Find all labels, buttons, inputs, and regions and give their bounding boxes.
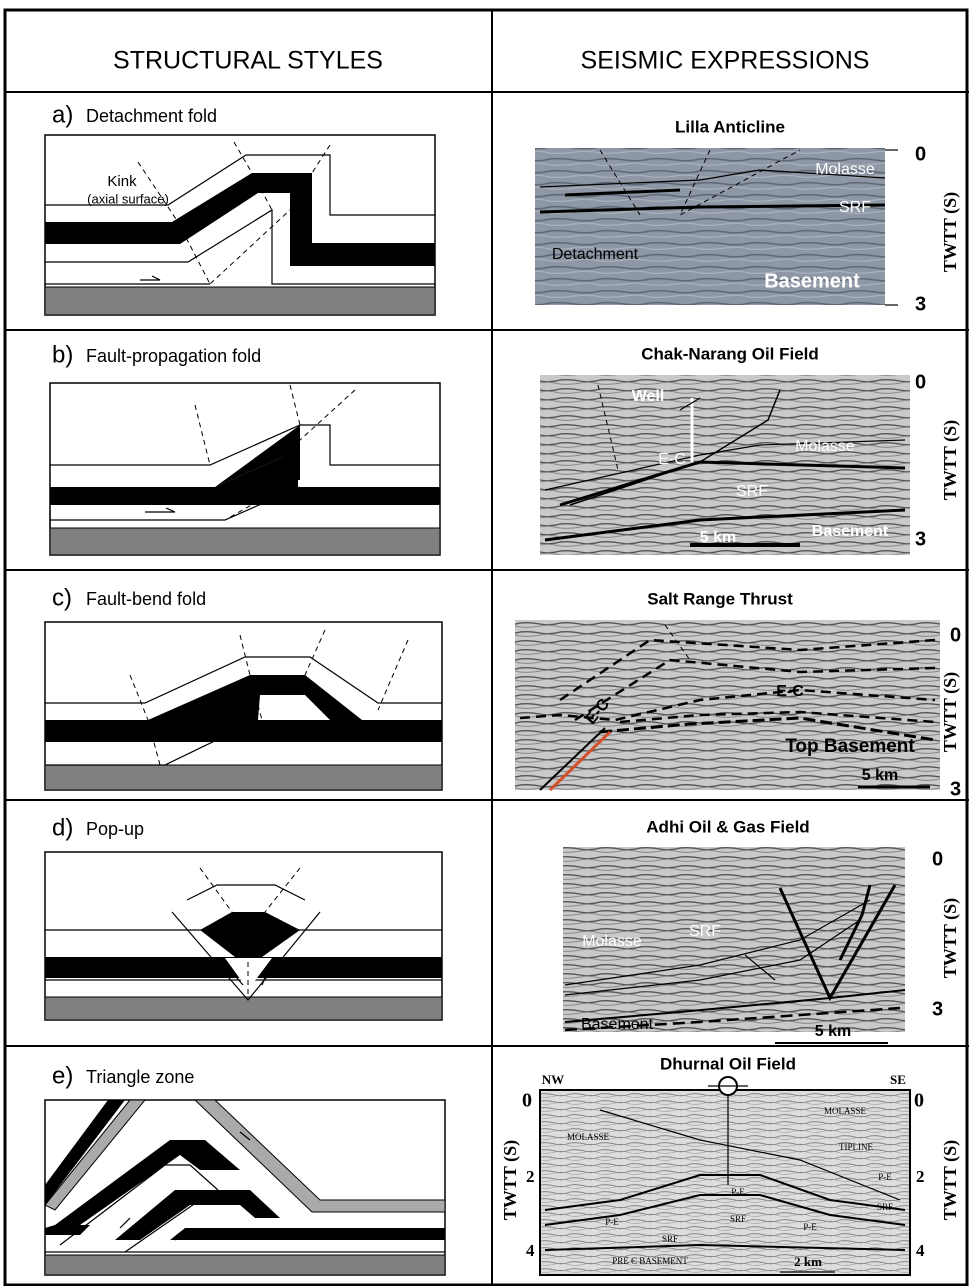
axis-tick: 4 <box>916 1241 925 1260</box>
seismic-label: P-E <box>731 1187 745 1197</box>
seismic-label: 2 km <box>794 1254 822 1269</box>
seismic-label: Molasse <box>795 438 855 455</box>
row-letter: b) <box>52 341 73 368</box>
seismic-label: P-E <box>605 1217 619 1227</box>
diagram-shape <box>50 528 440 555</box>
axis-label: TWTT (S) <box>940 192 961 272</box>
axis-label: TWTT (S) <box>940 672 961 752</box>
seismic-label: Molasse <box>582 933 642 950</box>
seismic-label: Basement <box>581 1016 654 1033</box>
seismic-label: NW <box>542 1072 564 1087</box>
seismic-label: E-C <box>658 451 686 468</box>
seismic-label: P-E <box>803 1222 817 1232</box>
axis-tick: 0 <box>932 848 943 870</box>
axis-tick: 3 <box>915 293 926 315</box>
row-letter: d) <box>52 814 73 841</box>
diagram-label: Kink <box>107 173 137 190</box>
seismic-label: E-C <box>776 683 804 700</box>
row-label: Triangle zone <box>86 1067 194 1087</box>
seismic-label: 5 km <box>862 767 898 784</box>
seismic-label: Basement <box>812 523 889 540</box>
diagram-shape <box>170 1228 445 1240</box>
row-letter: c) <box>52 584 72 611</box>
seismic-title: Dhurnal Oil Field <box>660 1054 796 1073</box>
diagram-shape <box>45 765 442 790</box>
seismic-label: 5 km <box>815 1023 851 1040</box>
axis-tick: 4 <box>526 1241 535 1260</box>
row-label: Fault-bend fold <box>86 589 206 609</box>
axis-tick: 2 <box>526 1167 535 1186</box>
axis-tick: 0 <box>522 1090 532 1112</box>
seismic-label: MOLASSE <box>567 1132 610 1142</box>
seismic-label: Top Basement <box>785 736 915 757</box>
seismic-label: SRF <box>689 923 721 940</box>
seismic-label: P-E <box>878 1172 892 1182</box>
seismic-label: TIPLINE <box>839 1142 873 1152</box>
axis-tick: 0 <box>915 143 926 165</box>
axis-tick: 3 <box>950 778 961 800</box>
seismic-label: SRF <box>839 199 871 216</box>
axis-label: TWTT (S) <box>500 1140 521 1220</box>
row-label: Pop-up <box>86 819 144 839</box>
diagram-label: (axial surface) <box>87 191 169 206</box>
row-label: Fault-propagation fold <box>86 346 261 366</box>
seismic-label: Basement <box>764 270 860 292</box>
diagram-shape <box>45 1255 445 1275</box>
seismic-label: SRF <box>730 1214 746 1224</box>
row-label: Detachment fold <box>86 106 217 126</box>
column-header: STRUCTURAL STYLES <box>113 47 383 75</box>
seismic-title: Lilla Anticline <box>675 117 785 136</box>
axis-label: TWTT (S) <box>940 898 961 978</box>
seismic-label: SRF <box>736 483 768 500</box>
seismic-title: Salt Range Thrust <box>647 589 793 608</box>
axis-tick: 2 <box>916 1167 925 1186</box>
axis-tick: 0 <box>914 1090 924 1112</box>
seismic-label: Detachment <box>552 246 639 263</box>
diagram-shape <box>45 287 435 315</box>
row-letter: e) <box>52 1062 73 1089</box>
seismic-label: SRF <box>877 1202 893 1212</box>
figure: STRUCTURAL STYLES SEISMIC EXPRESSIONS a)… <box>0 0 969 1286</box>
seismic-label: MOLASSE <box>824 1106 867 1116</box>
seismic-title: Chak-Narang Oil Field <box>641 344 819 363</box>
seismic-title: Adhi Oil & Gas Field <box>646 817 809 836</box>
seismic-label: Well <box>632 388 665 405</box>
seismic-label: PRE Є BASEMENT <box>612 1256 688 1266</box>
axis-tick: 0 <box>950 624 961 646</box>
diagram-shape <box>45 997 442 1020</box>
diagram-shape <box>540 1090 910 1275</box>
axis-tick: 0 <box>915 371 926 393</box>
seismic-label: Molasse <box>815 161 875 178</box>
row-letter: a) <box>52 101 73 128</box>
seismic-label: 5 km <box>700 529 736 546</box>
axis-label: TWTT (S) <box>940 1140 961 1220</box>
column-header: SEISMIC EXPRESSIONS <box>581 47 870 75</box>
axis-tick: 3 <box>932 998 943 1020</box>
axis-label: TWTT (S) <box>940 420 961 500</box>
axis-tick: 3 <box>915 528 926 550</box>
seismic-label: SE <box>890 1072 906 1087</box>
seismic-label: SRF <box>662 1234 678 1244</box>
